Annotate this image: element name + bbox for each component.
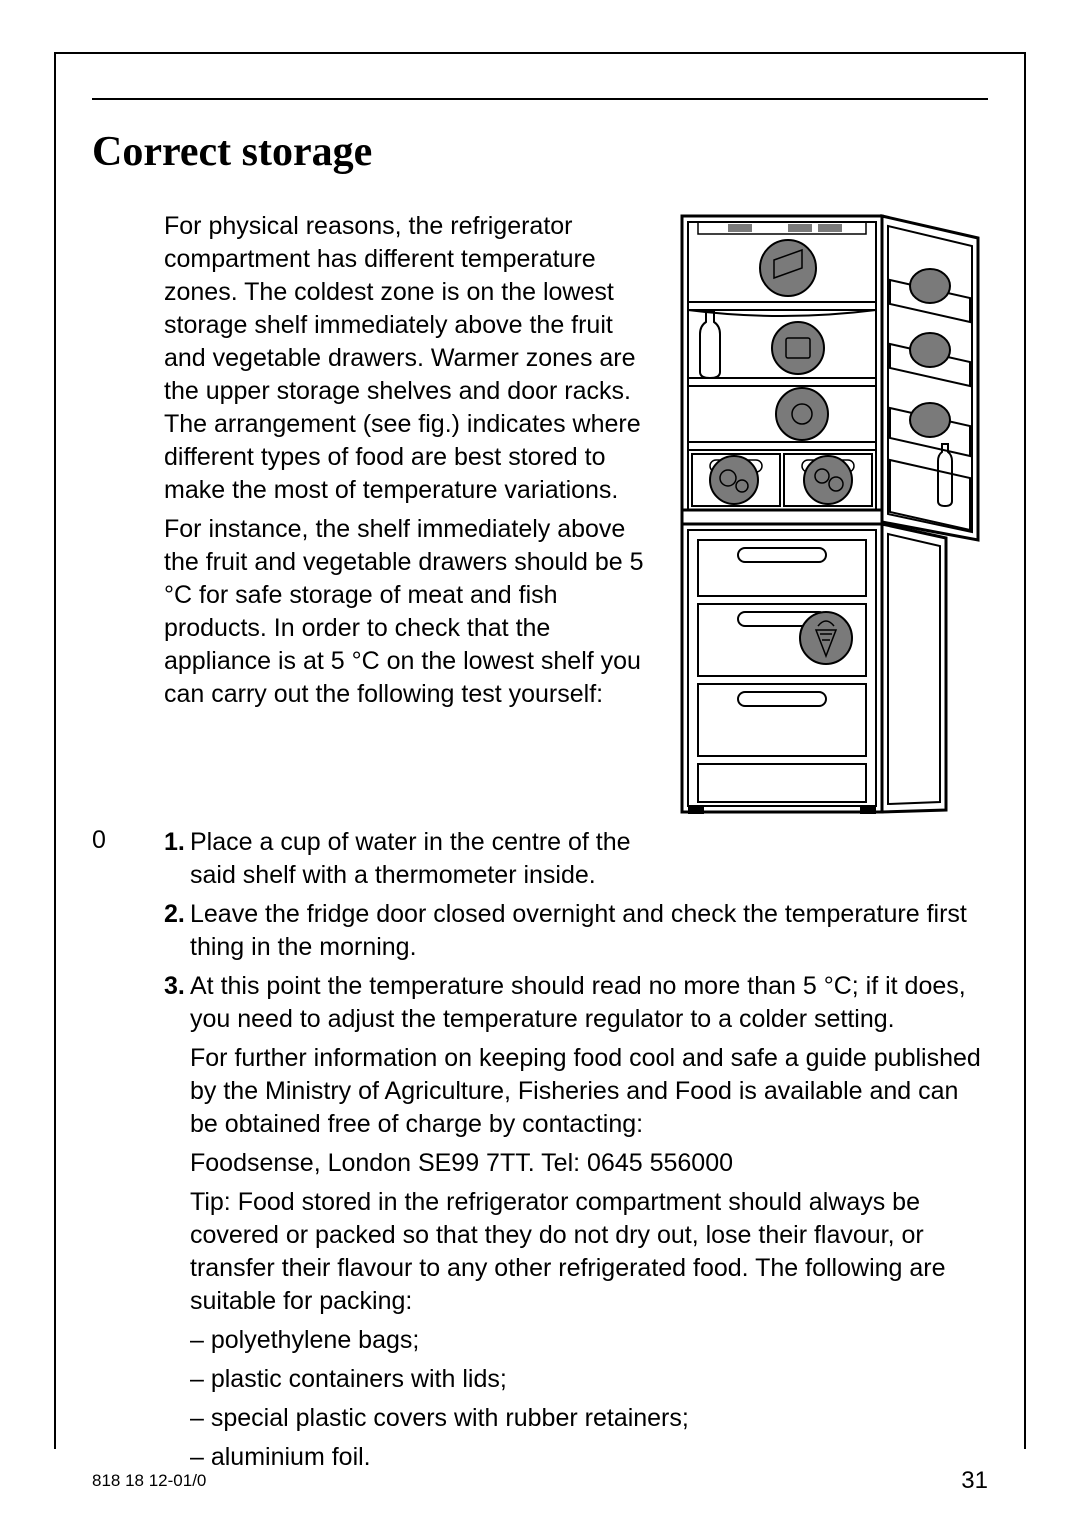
page-heading: Correct storage <box>92 128 372 176</box>
figure-col <box>678 210 988 818</box>
steps-list: 0 1. Place a cup of water in the centre … <box>92 826 988 1474</box>
outer-list-marker: 0 <box>92 826 106 855</box>
step-num-1: 1. <box>164 826 190 892</box>
steps-wide: 2. Leave the fridge door closed overnigh… <box>92 898 988 1474</box>
manual-page: Correct storage For physical reasons, th… <box>0 0 1080 1529</box>
post-paragraph-2: Foodsense, London SE99 7TT. Tel: 0645 55… <box>190 1147 988 1180</box>
top-rule <box>92 98 988 100</box>
intro-two-col: For physical reasons, the refrigerator c… <box>92 210 988 818</box>
intro-text-col: For physical reasons, the refrigerator c… <box>92 210 658 717</box>
step-text-3: At this point the temperature should rea… <box>190 970 988 1036</box>
footer-docnum: 818 18 12-01/0 <box>92 1471 206 1491</box>
bottle-icon <box>700 312 720 378</box>
packing-item-4: – aluminium foil. <box>190 1441 988 1474</box>
intro-paragraph-2: For instance, the shelf immediately abov… <box>164 513 658 711</box>
post-block: For further information on keeping food … <box>164 1042 988 1474</box>
step-num-2: 2. <box>164 898 190 964</box>
step-num-3: 3. <box>164 970 190 1036</box>
packing-item-2: – plastic containers with lids; <box>190 1363 988 1396</box>
step1-col: 1. Place a cup of water in the centre of… <box>92 826 658 898</box>
intro-paragraph-1: For physical reasons, the refrigerator c… <box>164 210 658 507</box>
step1-row: 1. Place a cup of water in the centre of… <box>92 826 988 898</box>
step-item-1: 1. Place a cup of water in the centre of… <box>164 826 658 892</box>
post-paragraph-3: Tip: Food stored in the refrigerator com… <box>190 1186 988 1318</box>
packing-item-1: – polyethylene bags; <box>190 1324 988 1357</box>
fridge-diagram <box>678 210 986 818</box>
footer-pagenum: 31 <box>961 1467 988 1495</box>
step-text-1: Place a cup of water in the centre of th… <box>190 826 658 892</box>
step-item-3: 3. At this point the temperature should … <box>164 970 988 1036</box>
post-paragraph-1: For further information on keeping food … <box>190 1042 988 1141</box>
step-text-2: Leave the fridge door closed overnight a… <box>190 898 988 964</box>
packing-item-3: – special plastic covers with rubber ret… <box>190 1402 988 1435</box>
content-area: For physical reasons, the refrigerator c… <box>92 210 988 1480</box>
step-item-2: 2. Leave the fridge door closed overnigh… <box>164 898 988 964</box>
